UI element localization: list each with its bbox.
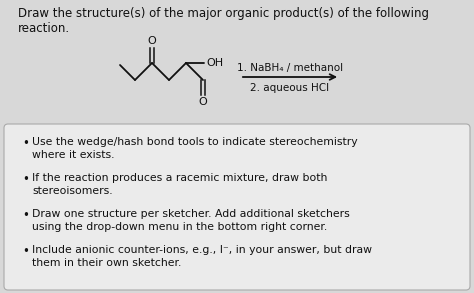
Text: 1. NaBH₄ / methanol: 1. NaBH₄ / methanol bbox=[237, 63, 343, 73]
Text: •: • bbox=[22, 209, 29, 222]
Text: O: O bbox=[199, 97, 207, 107]
Text: •: • bbox=[22, 173, 29, 186]
Text: •: • bbox=[22, 245, 29, 258]
Text: •: • bbox=[22, 137, 29, 150]
Text: Draw one structure per sketcher. Add additional sketchers
using the drop-down me: Draw one structure per sketcher. Add add… bbox=[32, 209, 350, 232]
Text: Include anionic counter-ions, e.g., I⁻, in your answer, but draw
them in their o: Include anionic counter-ions, e.g., I⁻, … bbox=[32, 245, 372, 268]
Text: Draw the structure(s) of the major organic product(s) of the following
reaction.: Draw the structure(s) of the major organ… bbox=[18, 7, 429, 35]
Text: O: O bbox=[147, 36, 156, 46]
Text: 2. aqueous HCl: 2. aqueous HCl bbox=[250, 83, 329, 93]
Text: Use the wedge/hash bond tools to indicate stereochemistry
where it exists.: Use the wedge/hash bond tools to indicat… bbox=[32, 137, 357, 160]
FancyBboxPatch shape bbox=[4, 124, 470, 290]
Text: If the reaction produces a racemic mixture, draw both
stereoisomers.: If the reaction produces a racemic mixtu… bbox=[32, 173, 328, 196]
Text: OH: OH bbox=[206, 58, 223, 68]
